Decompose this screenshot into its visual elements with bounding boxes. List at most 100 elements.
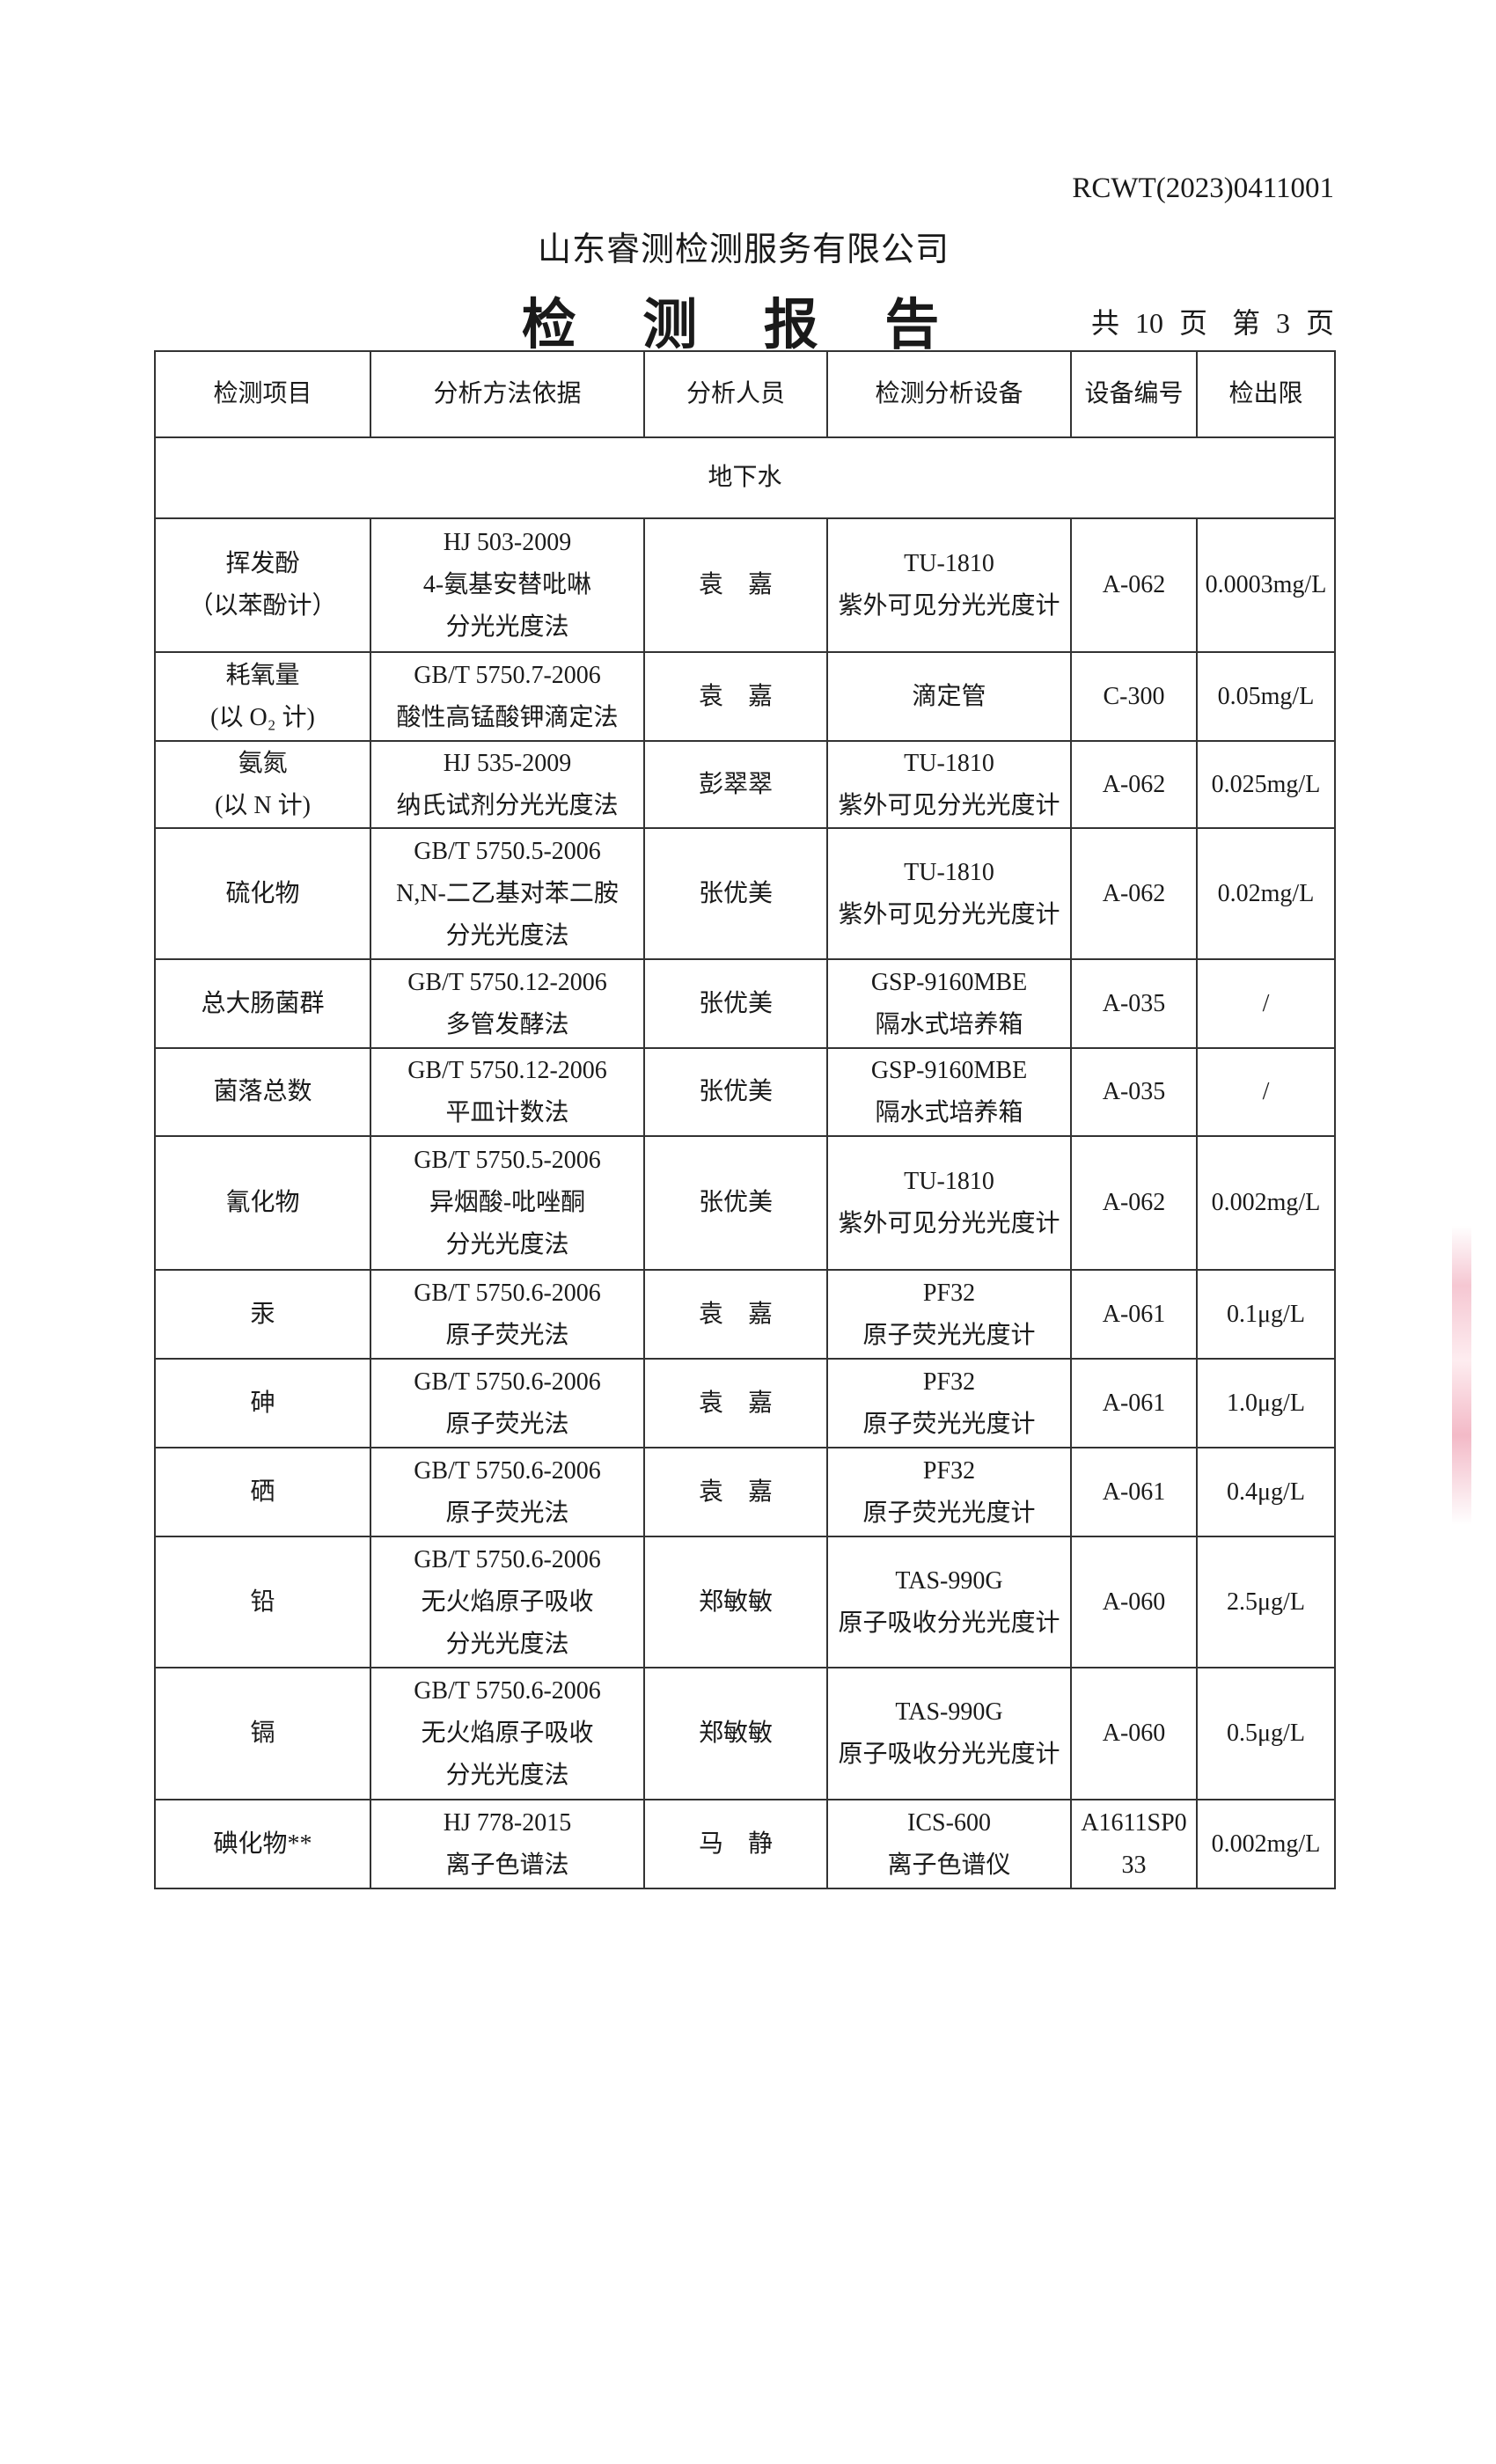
method-cell-line: 纳氏试剂分光光度法 [396,791,619,819]
equip-no-cell-line: A-061 [1102,1300,1166,1328]
report-number: RCWT(2023)0411001 [1072,172,1334,204]
equipment-cell-line: GSP-9160MBE [870,968,1028,996]
equipment-cell: TU-1810 紫外可见分光光度计 [826,1135,1072,1271]
method-cell-line: 多管发酵法 [445,1010,569,1038]
method-cell: GB/T 5750.5-2006 N,N-二乙基对苯二胺 分光光度法 [370,827,645,960]
equipment-cell: GSP-9160MBE 隔水式培养箱 [826,1047,1072,1137]
item-cell-line: 耗氧量 [225,661,300,689]
equipment-cell: TU-1810 紫外可见分光光度计 [826,740,1072,829]
equip-no-cell-line: A-062 [1102,879,1166,907]
equipment-cell-line: PF32 [922,1279,976,1307]
method-cell-line: GB/T 5750.6-2006 [414,1545,601,1573]
method-cell-line: 无火焰原子吸收 [421,1588,594,1616]
equipment-cell: ICS-600 离子色谱仪 [826,1799,1072,1889]
equip-no-cell-line: A-061 [1102,1478,1166,1506]
equipment-cell-line: 原子吸收分光光度计 [838,1741,1060,1768]
header-equipment: 检测分析设备 [826,350,1072,438]
equipment-cell: TAS-990G 原子吸收分光光度计 [826,1536,1072,1668]
equipment-cell-line: TU-1810 [904,550,994,577]
equipment-cell-line: 紫外可见分光光度计 [838,900,1060,928]
item-cell: 砷 [154,1358,371,1448]
equip-no-cell-line: 33 [1121,1851,1147,1879]
item-cell-line: (以 N 计) [215,791,311,819]
equip-no-cell: A-035 [1070,958,1198,1049]
method-cell: HJ 535-2009 纳氏试剂分光光度法 [370,740,645,829]
equipment-cell-line: 滴定管 [912,682,986,710]
section-label: 地下水 [154,436,1336,519]
method-cell-line: 酸性高锰酸钾滴定法 [396,703,619,731]
item-cell-line: 铅 [250,1588,275,1616]
table-row: 挥发酚 （以苯酚计） HJ 503-2009 4-氨基安替吡啉 分光光度法袁 嘉 TU-1… [154,517,1336,653]
method-cell-line: GB/T 5750.6-2006 [414,1677,601,1705]
method-cell: GB/T 5750.6-2006 无火焰原子吸收 分光光度法 [370,1536,645,1668]
analyst-cell: 袁 嘉 [643,1269,828,1360]
equipment-cell-line: 原子荧光光度计 [862,1410,1036,1438]
section-row: 地下水 [154,436,1336,519]
analyst-cell: 袁 嘉 [643,651,828,742]
method-cell-line: 离子色谱法 [445,1851,569,1879]
equip-no-cell-line: C-300 [1103,682,1165,710]
method-cell: GB/T 5750.12-2006 多管发酵法 [370,958,645,1049]
method-cell-line: 原子荧光法 [445,1499,569,1527]
method-cell-line: 异烟酸-吡唑酮 [429,1189,586,1216]
page-count: 共 10 页第 3 页 [1067,301,1334,341]
equip-no-cell: A-061 [1070,1269,1198,1360]
item-cell-line: 氰化物 [225,1189,300,1216]
equipment-cell-line: 隔水式培养箱 [875,1099,1023,1126]
item-cell-line: 汞 [250,1300,275,1328]
equipment-cell-line: 紫外可见分光光度计 [838,1210,1060,1237]
equip-no-cell: A-061 [1070,1447,1198,1537]
table-row: 耗氧量 (以 O₂ 计) GB/T 5750.7-2006 酸性高锰酸钾滴定法袁 嘉 滴… [154,651,1336,742]
stamp-fragment [1452,1226,1471,1525]
equipment-cell-line: 原子吸收分光光度计 [838,1609,1060,1637]
analyst-cell: 袁 嘉 [643,1447,828,1537]
equipment-cell-line: TAS-990G [895,1698,1003,1726]
header-method: 分析方法依据 [370,350,645,438]
table-row: 镉 GB/T 5750.6-2006 无火焰原子吸收 分光光度法 郑敏敏 TAS-990G… [154,1667,1336,1800]
equipment-cell-line: TU-1810 [904,858,994,886]
equip-no-cell-line: A-061 [1102,1389,1166,1417]
equip-no-cell: C-300 [1070,651,1198,742]
equip-no-cell-line: A-062 [1102,571,1166,598]
limit-cell: 0.002mg/L [1196,1799,1336,1889]
equip-no-cell: A-062 [1070,827,1198,960]
equipment-cell: PF32 原子荧光光度计 [826,1358,1072,1448]
item-cell: 氨氮 (以 N 计) [154,740,371,829]
method-cell-line: 分光光度法 [445,613,569,641]
equipment-cell-line: GSP-9160MBE [870,1057,1028,1084]
table-row: 铅 GB/T 5750.6-2006 无火焰原子吸收 分光光度法 郑敏敏 TAS-990G… [154,1536,1336,1668]
equip-no-cell: A1611SP0 33 [1070,1799,1198,1889]
item-cell-line: 硫化物 [225,879,300,907]
method-cell-line: GB/T 5750.12-2006 [407,1057,607,1084]
method-cell-line: 分光光度法 [445,1630,569,1658]
item-cell-line: 菌落总数 [213,1078,312,1105]
analyst-cell: 马 静 [643,1799,828,1889]
method-cell: GB/T 5750.6-2006 原子荧光法 [370,1358,645,1448]
equip-no-cell: A-062 [1070,740,1198,829]
method-cell: HJ 503-2009 4-氨基安替吡啉 分光光度法 [370,517,645,653]
method-cell-line: GB/T 5750.6-2006 [414,1456,601,1485]
results-table: 检测项目 分析方法依据 分析人员 检测分析设备 设备编号 检出限 地下水 挥发酚… [154,350,1336,1889]
item-cell: 耗氧量 (以 O₂ 计) [154,651,371,742]
item-cell-line: 镉 [250,1720,275,1747]
equip-no-cell-line: A-062 [1102,1189,1166,1216]
total-pages: 共 10 页 [1090,307,1207,339]
method-cell-line: 平皿计数法 [445,1099,569,1126]
equip-no-cell-line: A-035 [1102,1078,1166,1105]
limit-cell: 0.5μg/L [1196,1667,1336,1800]
method-cell: GB/T 5750.6-2006 无火焰原子吸收 分光光度法 [370,1667,645,1800]
method-cell: GB/T 5750.12-2006 平皿计数法 [370,1047,645,1137]
method-cell-line: 分光光度法 [445,1762,569,1789]
method-cell-line: 分光光度法 [445,1231,569,1258]
method-cell-line: 4-氨基安替吡啉 [422,571,592,598]
equip-no-cell: A-060 [1070,1667,1198,1800]
limit-cell: 2.5μg/L [1196,1536,1336,1668]
table-row: 汞 GB/T 5750.6-2006 原子荧光法 袁 嘉 PF32 原子荧光光度计 A-06… [154,1269,1336,1360]
item-cell: 硒 [154,1447,371,1537]
equipment-cell-line: 离子色谱仪 [887,1851,1011,1879]
table-row: 碘化物** HJ 778-2015 离子色谱法 马 静 ICS-600 离子色谱仪 A161… [154,1799,1336,1889]
method-cell: GB/T 5750.6-2006 原子荧光法 [370,1269,645,1360]
page-title: 检 测 报 告 [521,296,966,356]
analyst-cell: 郑敏敏 [643,1667,828,1800]
item-cell: 铅 [154,1536,371,1668]
